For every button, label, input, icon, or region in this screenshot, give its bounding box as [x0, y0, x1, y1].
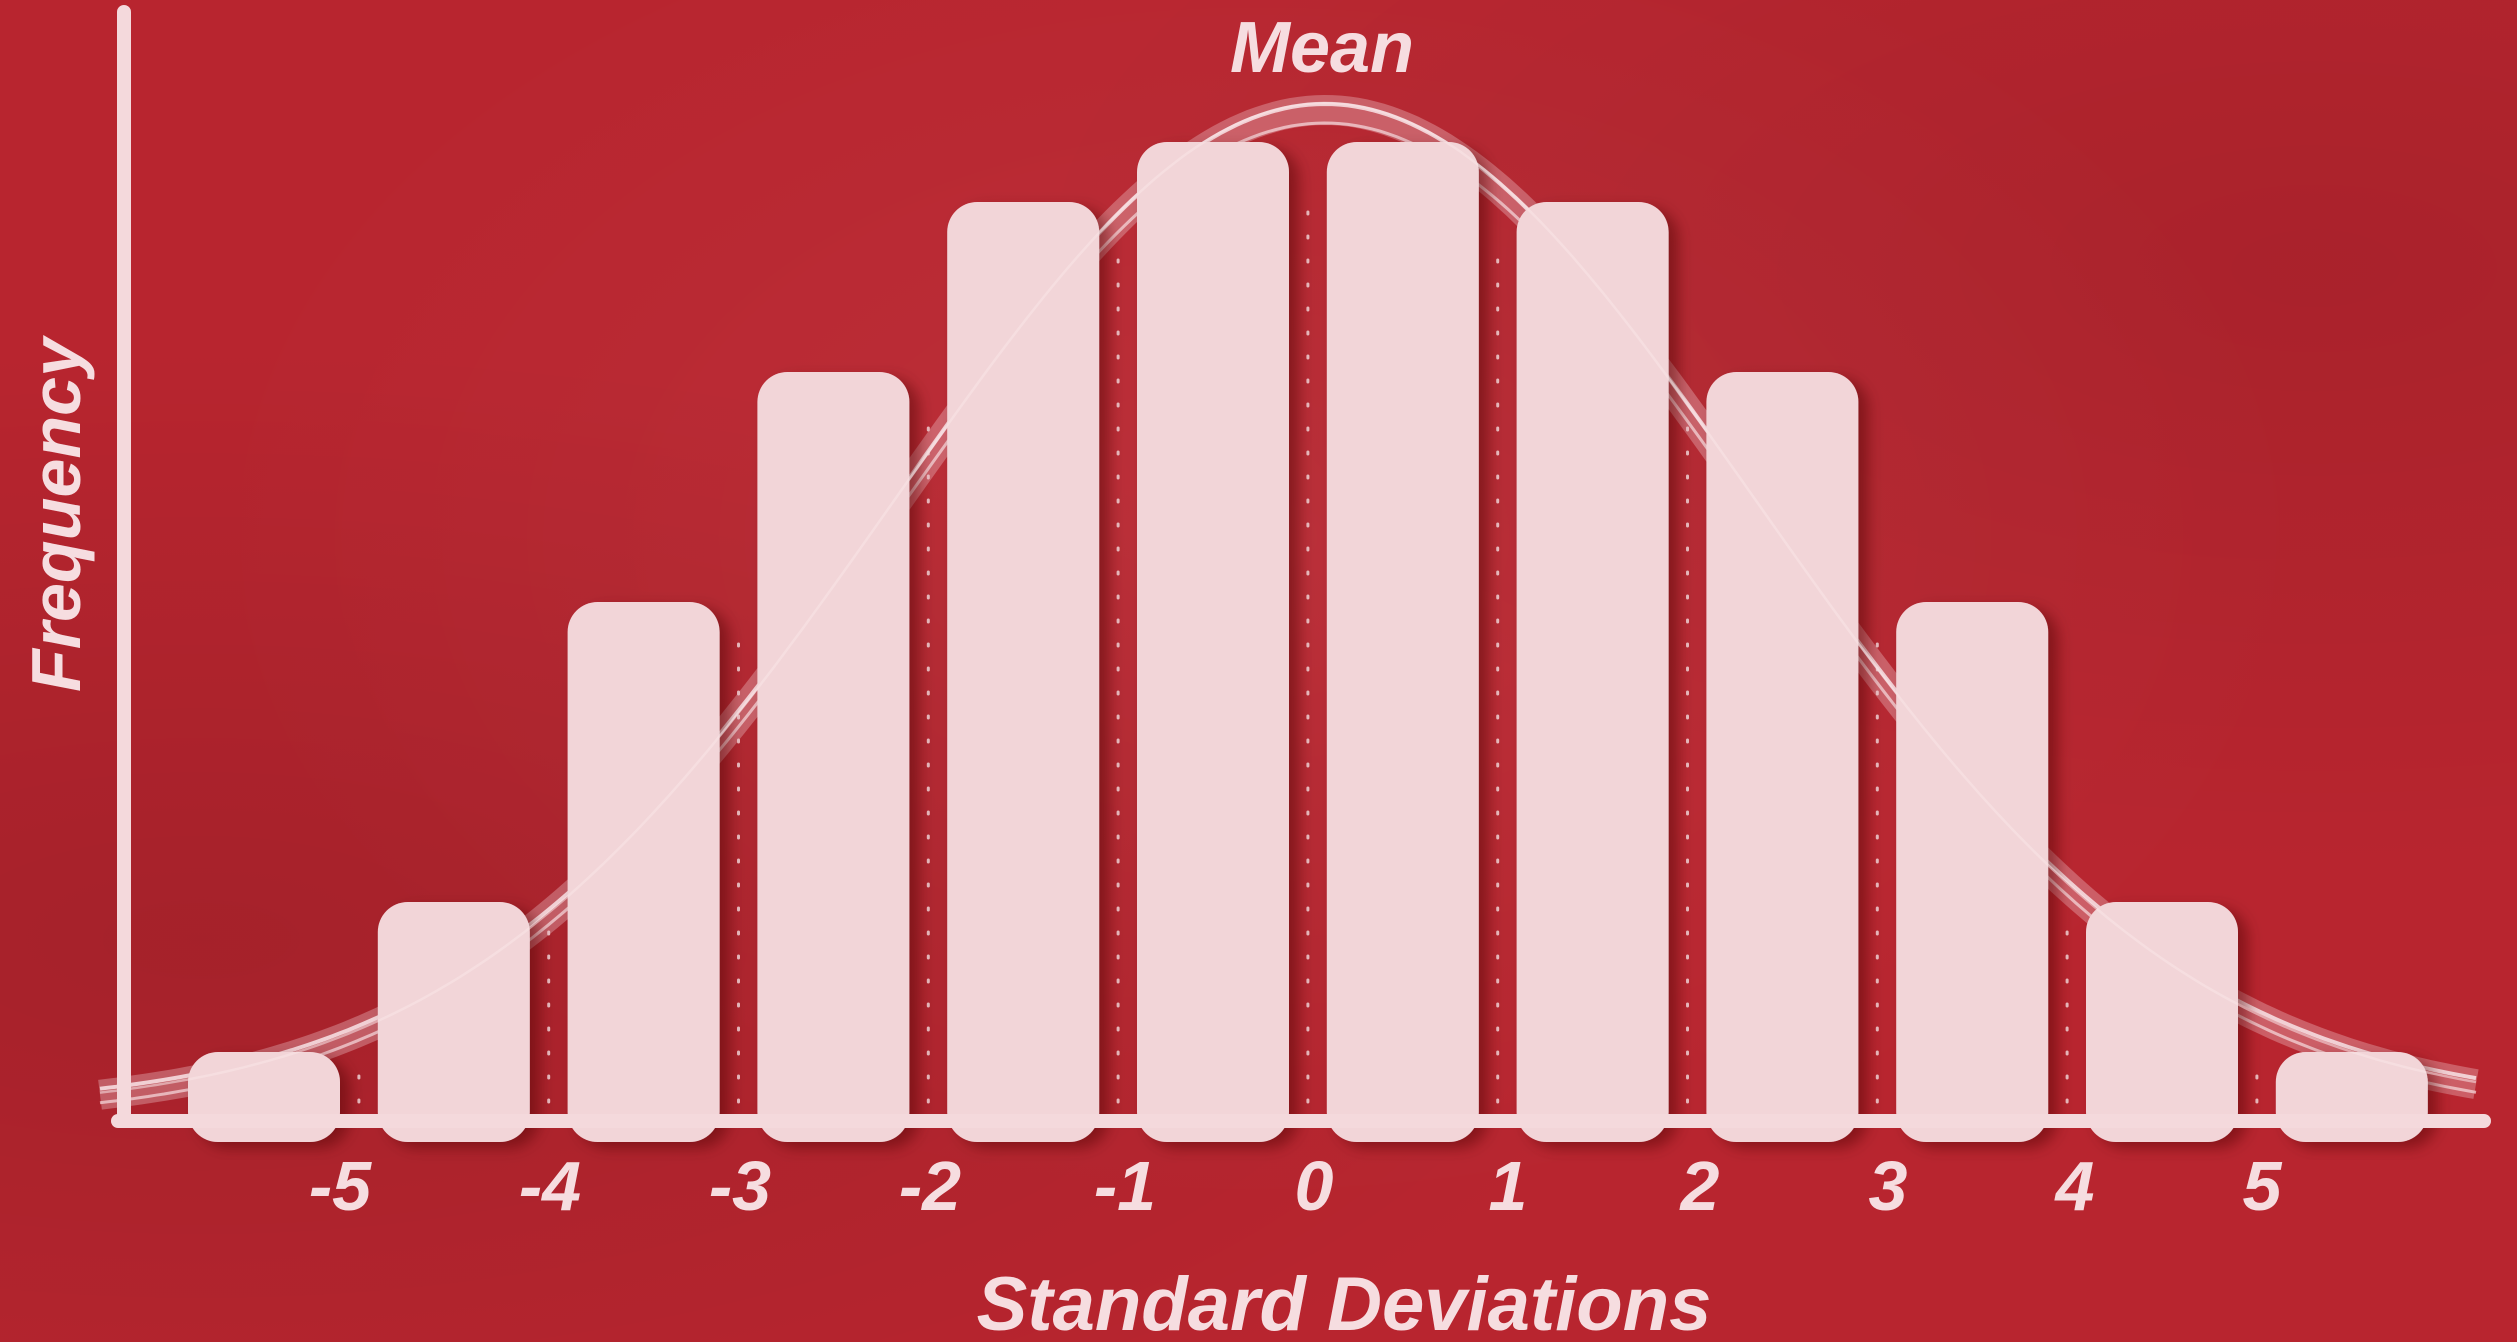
mean-annotation: Mean: [1230, 8, 1414, 88]
histogram-bar: [377, 902, 530, 1142]
histogram-bar: [1896, 602, 2049, 1142]
histogram-bar: [757, 372, 910, 1142]
x-tick-label: -2: [899, 1147, 961, 1225]
histogram-bar: [1326, 142, 1479, 1142]
x-tick-label: 0: [1295, 1147, 1334, 1225]
histogram-bar: [2275, 1052, 2428, 1142]
x-tick-label: -3: [709, 1147, 771, 1225]
x-tick-label: -5: [309, 1147, 372, 1225]
x-tick-label: 5: [2243, 1147, 2283, 1225]
bell-curve-overlay: [99, 101, 2477, 1094]
histogram-bar: [567, 602, 720, 1142]
histogram-bar: [1516, 202, 1669, 1142]
x-tick-label: 1: [1489, 1147, 1528, 1225]
x-tick-label: 2: [1679, 1147, 1720, 1225]
x-tick-label: -4: [519, 1147, 581, 1225]
histogram-bar: [2086, 902, 2238, 1142]
x-tick-labels: -5 -4 -3 -2 -1 0 1 2 3 4 5: [309, 1147, 2283, 1225]
histogram-bar: [188, 1052, 340, 1142]
x-tick-label: 4: [2054, 1147, 2095, 1225]
dotted-guides: [357, 189, 2259, 1104]
x-axis-label: Standard Deviations: [977, 1262, 1712, 1342]
x-tick-label: 3: [1869, 1147, 1908, 1225]
histogram-bar: [1137, 142, 1289, 1142]
bars: [188, 142, 2428, 1142]
x-tick-label: -1: [1094, 1147, 1156, 1225]
bell-curve-thin-line: [99, 101, 2477, 1094]
histogram-bar: [947, 202, 1100, 1142]
axes: [111, 5, 2491, 1128]
histogram-bar: [1706, 372, 1859, 1142]
y-axis-label: Frequency: [17, 335, 95, 692]
